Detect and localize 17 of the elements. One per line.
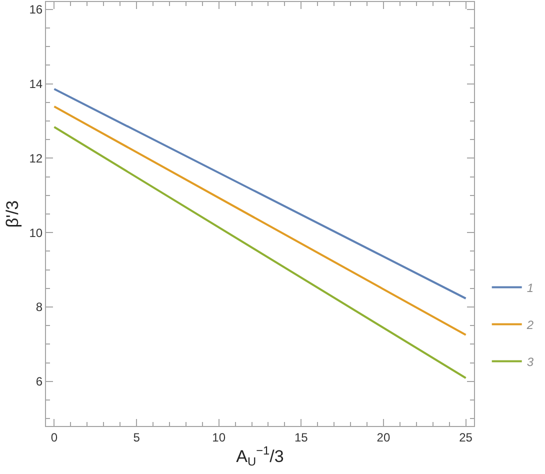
y-tick-label: 12 bbox=[29, 151, 43, 166]
x-tick-label: 15 bbox=[294, 430, 308, 444]
x-tick-label: 25 bbox=[459, 430, 473, 444]
legend-label: 3 bbox=[526, 354, 534, 369]
x-tick-label: 5 bbox=[133, 430, 140, 444]
x-axis-title: A$_{U}$$^{−1}$/3 bbox=[236, 444, 284, 468]
y-tick-label: 16 bbox=[29, 2, 43, 17]
y-tick-label: 8 bbox=[36, 300, 43, 314]
y-tick-label: 6 bbox=[36, 374, 43, 389]
y-tick-label: 10 bbox=[29, 226, 43, 240]
y-tick-label: 14 bbox=[29, 77, 43, 92]
x-tick-label: 10 bbox=[212, 430, 226, 444]
x-tick-label: 0 bbox=[50, 430, 58, 444]
legend-label: 2 bbox=[526, 318, 534, 332]
legend-label: 1 bbox=[526, 280, 534, 295]
y-axis-title: β'/3 bbox=[2, 200, 22, 228]
x-tick-label: 20 bbox=[376, 430, 390, 444]
